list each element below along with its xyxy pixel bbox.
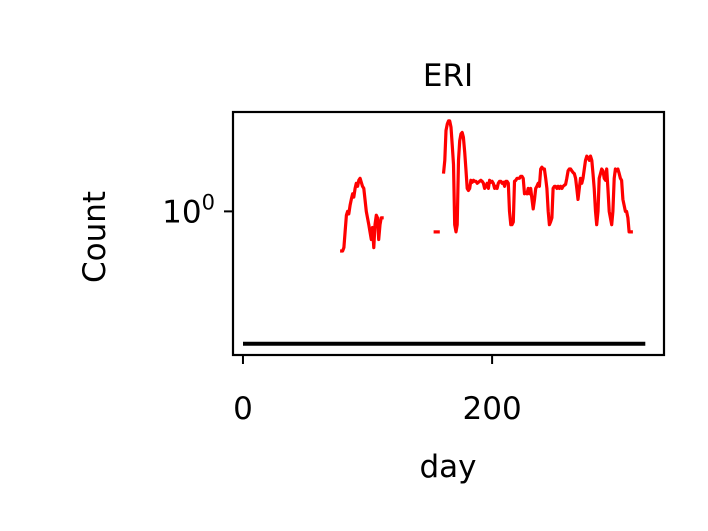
axes-frame [231,110,666,357]
series-1-line-segment-3 [441,119,634,234]
series-1-line-segment-1 [340,176,385,253]
y-axis-label: Count [77,191,113,283]
axis-ticks: 0 200 100 [162,190,522,427]
x-tick-label-1: 0 [233,391,253,427]
x-axis-label: day [419,449,476,485]
x-tick-label-2: 200 [463,391,522,427]
y-tick-label-1: 100 [162,190,215,230]
plot-area [243,119,646,346]
chart-title: ERI [423,58,473,94]
